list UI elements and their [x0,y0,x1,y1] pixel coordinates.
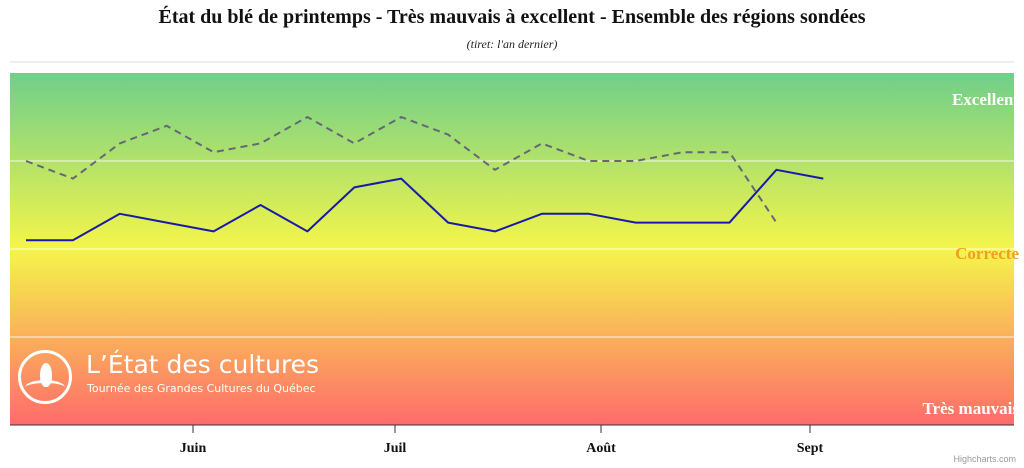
band-labels: Excellent Correcte Très mauvais [923,90,1020,418]
x-tick-label: Août [586,441,616,456]
x-tick-label: Sept [797,441,824,456]
watermark-logo: L’État des cultures Tournée des Grandes … [18,350,338,410]
series-line-current[interactable] [26,168,824,242]
band-label: Excellent [952,90,1019,109]
series-line-last-year[interactable] [25,116,778,224]
corn-field-icon [18,350,72,404]
band-label: Correcte [955,244,1019,263]
chart-title: État du blé de printemps - Très mauvais … [158,6,866,28]
x-axis: Juin Juil Août Sept [180,425,824,456]
logo-tagline: Tournée des Grandes Cultures du Québec [87,382,316,395]
chart-subtitle: (tiret: l'an dernier) [466,37,558,51]
logo-name: L’État des cultures [86,350,320,379]
credits-link[interactable]: Highcharts.com [953,454,1016,464]
gridlines [10,160,1014,338]
series-group [25,116,824,242]
band-label: Très mauvais [923,399,1020,418]
x-tick-label: Juil [384,441,407,456]
x-tick-label: Juin [180,441,207,456]
